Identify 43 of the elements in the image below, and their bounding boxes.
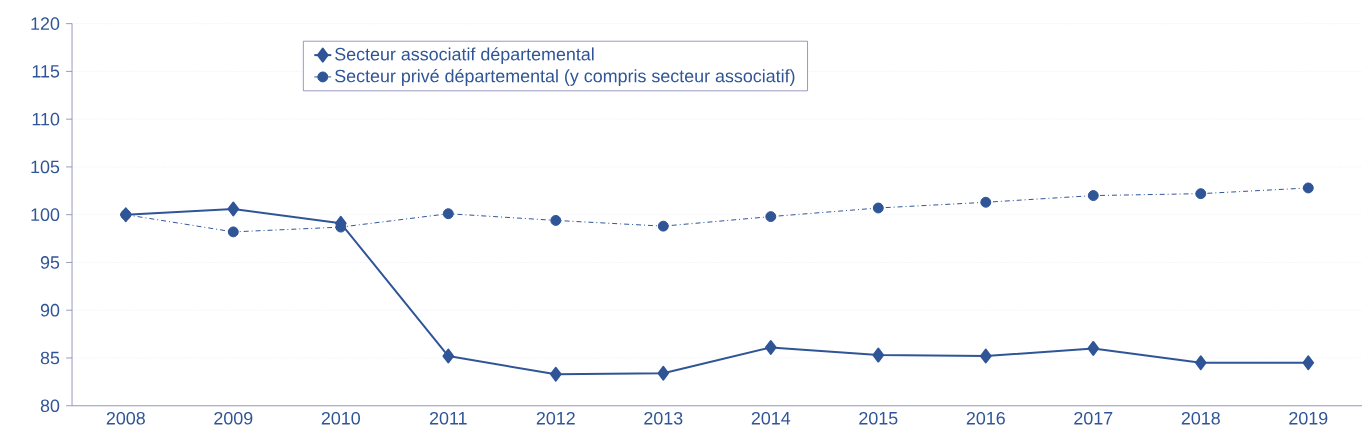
y-tick-label: 115: [32, 65, 60, 78]
legend-label: Secteur privé départemental (y compris secteur associatif): [335, 69, 795, 86]
point: [657, 365, 670, 381]
x-tick-label: 2008: [106, 411, 145, 425]
y-tick-label: 95: [40, 256, 60, 269]
point: [657, 220, 669, 232]
x-tick-label: 2015: [859, 411, 898, 425]
y-tick-label: 90: [40, 303, 60, 317]
point: [765, 211, 777, 223]
point: [549, 366, 562, 382]
point: [1087, 340, 1100, 356]
point: [227, 226, 239, 238]
point: [1194, 355, 1207, 371]
x-tick-label: 2013: [644, 411, 683, 425]
y-tick-label: 120: [31, 17, 60, 30]
point: [872, 347, 885, 363]
x-tick-label: 2017: [1074, 411, 1113, 425]
point: [1302, 182, 1314, 194]
y-tick-label: 105: [31, 160, 60, 174]
point: [442, 348, 455, 364]
x-tick-label: 2014: [751, 411, 791, 425]
x-tick-label: 2011: [429, 411, 467, 425]
legend-label: Secteur associatif départemental: [335, 47, 594, 65]
y-tick-label: 85: [40, 351, 60, 365]
point: [1195, 188, 1207, 200]
point: [227, 201, 240, 217]
point: [1087, 190, 1099, 202]
y-tick-label: 80: [40, 399, 60, 413]
point: [872, 202, 884, 214]
y-tick-label: 100: [31, 208, 60, 222]
x-tick-label: 2016: [966, 411, 1005, 425]
point: [979, 348, 992, 364]
point: [550, 214, 562, 226]
point: [764, 340, 777, 355]
x-tick-label: 2019: [1289, 411, 1328, 425]
y-tick-label: 110: [32, 112, 60, 126]
x-tick-label: 2009: [214, 411, 253, 425]
x-tick-label: 2012: [536, 411, 575, 425]
x-tick-label: 2018: [1181, 411, 1220, 425]
point: [1302, 355, 1315, 371]
point: [442, 208, 454, 220]
point: [980, 196, 992, 208]
x-tick-label: 2010: [321, 411, 360, 425]
